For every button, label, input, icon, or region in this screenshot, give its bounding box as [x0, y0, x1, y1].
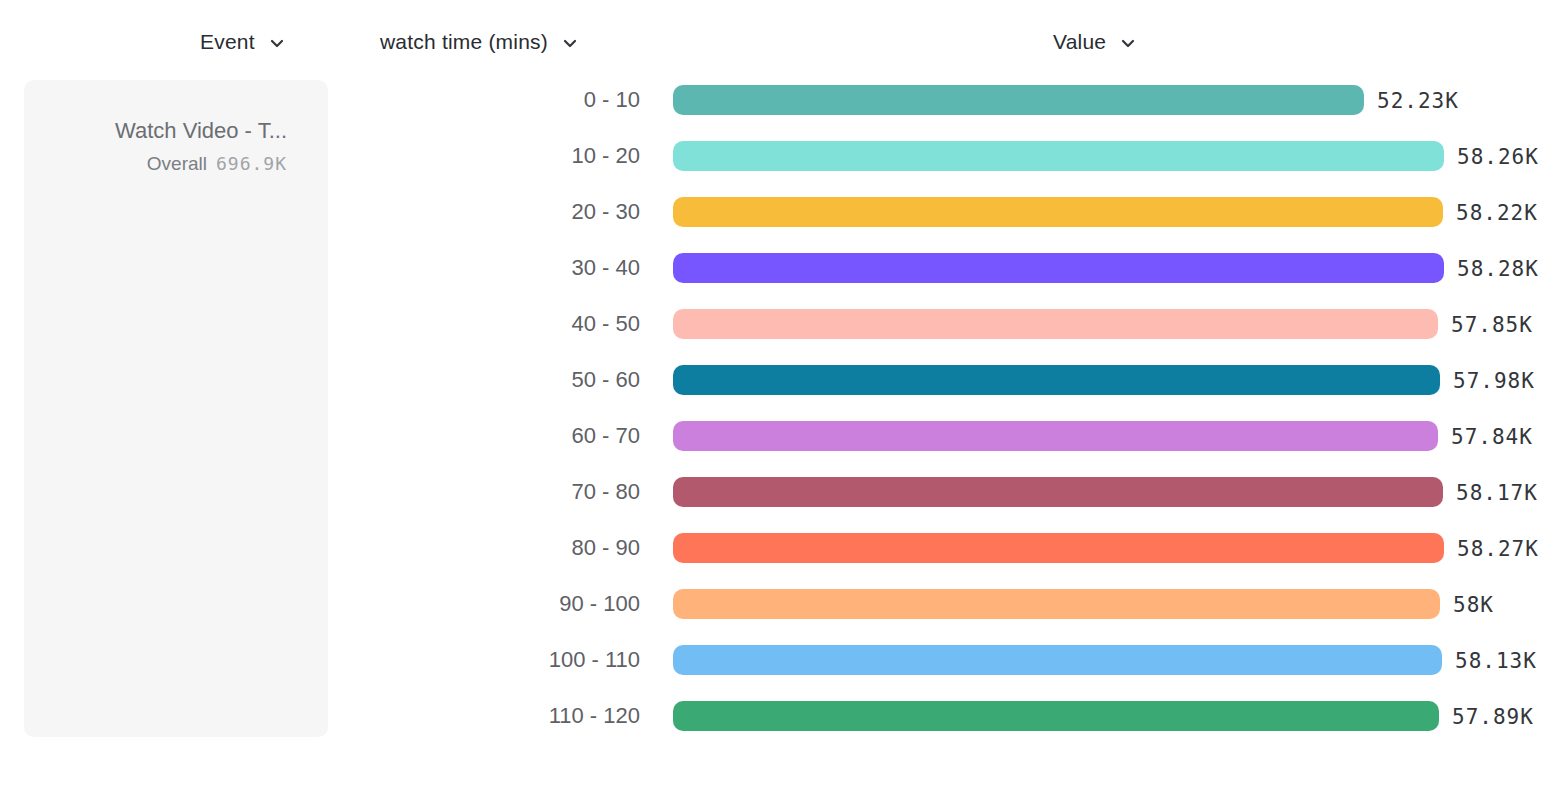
bar[interactable] [673, 253, 1444, 283]
bar[interactable] [673, 645, 1442, 675]
bar[interactable] [673, 85, 1364, 115]
value-label: 58.27K [1457, 533, 1539, 563]
bar[interactable] [673, 701, 1439, 731]
event-card-text: Watch Video - T... Overall 696.9K [115, 116, 287, 176]
category-label: 70 - 80 [380, 477, 640, 507]
value-label: 57.84K [1451, 421, 1533, 451]
category-label: 60 - 70 [380, 421, 640, 451]
category-label: 100 - 110 [380, 645, 640, 675]
overall-label: Overall [147, 153, 207, 174]
category-label: 0 - 10 [380, 85, 640, 115]
bar[interactable] [673, 477, 1443, 507]
bar[interactable] [673, 141, 1444, 171]
category-label: 20 - 30 [380, 197, 640, 227]
value-label: 58.22K [1456, 197, 1538, 227]
value-column-label: Value [1053, 30, 1106, 54]
value-label: 52.23K [1377, 85, 1459, 115]
category-label: 90 - 100 [380, 589, 640, 619]
breakdown-column-label: watch time (mins) [380, 30, 548, 54]
value-label: 58.28K [1457, 253, 1539, 283]
chevron-down-icon [1121, 39, 1135, 48]
breakdown-column-header[interactable]: watch time (mins) [380, 27, 577, 57]
bar[interactable] [673, 589, 1440, 619]
category-label: 40 - 50 [380, 309, 640, 339]
category-label: 80 - 90 [380, 533, 640, 563]
chevron-down-icon [563, 39, 577, 48]
event-column-header[interactable]: Event [200, 27, 284, 57]
value-label: 58K [1453, 589, 1494, 619]
chevron-down-icon [270, 39, 284, 48]
value-label: 57.89K [1452, 701, 1534, 731]
event-title: Watch Video - T... [115, 116, 287, 146]
category-label: 30 - 40 [380, 253, 640, 283]
value-label: 57.98K [1453, 365, 1535, 395]
value-label: 58.17K [1456, 477, 1538, 507]
category-label: 50 - 60 [380, 365, 640, 395]
category-label: 10 - 20 [380, 141, 640, 171]
value-label: 57.85K [1451, 309, 1533, 339]
value-column-header[interactable]: Value [1053, 27, 1135, 57]
event-column-label: Event [200, 30, 255, 54]
bar[interactable] [673, 421, 1438, 451]
value-label: 58.13K [1455, 645, 1537, 675]
insights-report: Event watch time (mins) Value Watch Vide… [0, 0, 1568, 790]
event-card[interactable]: Watch Video - T... Overall 696.9K [24, 80, 328, 737]
bar[interactable] [673, 197, 1443, 227]
event-overall-row: Overall 696.9K [115, 152, 287, 176]
overall-value: 696.9K [216, 153, 287, 174]
bar[interactable] [673, 365, 1440, 395]
value-label: 58.26K [1457, 141, 1539, 171]
bar[interactable] [673, 533, 1444, 563]
bar[interactable] [673, 309, 1438, 339]
category-label: 110 - 120 [380, 701, 640, 731]
